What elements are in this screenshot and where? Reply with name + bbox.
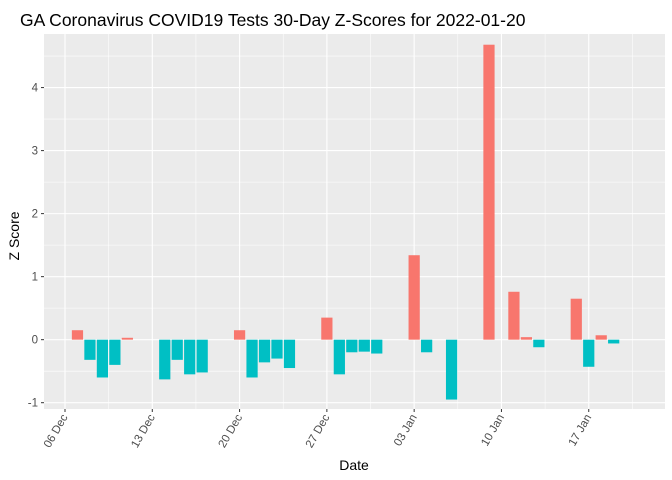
- bar: [121, 337, 133, 340]
- bar: [508, 291, 520, 340]
- x-tick-label: 03 Jan: [392, 413, 420, 449]
- y-tick-label: 2: [32, 209, 38, 221]
- bar: [358, 339, 370, 352]
- bar: [233, 330, 246, 340]
- bar: [283, 339, 296, 369]
- grid-minor: [44, 34, 665, 409]
- bars: [71, 44, 620, 400]
- plot-panel: [44, 34, 665, 409]
- bar: [71, 330, 84, 340]
- y-tick-label: 4: [32, 83, 39, 95]
- y-tick-label: 0: [32, 335, 38, 347]
- bar: [421, 339, 433, 353]
- bar: [184, 339, 196, 375]
- bar: [570, 298, 582, 340]
- y-axis: -1 0 1 2 3 4: [28, 83, 44, 410]
- y-tick-label: 1: [32, 272, 38, 284]
- bar: [196, 339, 208, 373]
- bar: [583, 339, 595, 367]
- bar: [246, 339, 258, 378]
- x-tick-label: 20 Dec: [217, 412, 246, 450]
- x-tick-label: 27 Dec: [304, 412, 333, 450]
- y-tick-label: -1: [28, 398, 38, 410]
- y-axis-title: Z Score: [6, 211, 22, 260]
- bar: [445, 339, 458, 400]
- y-tick-label: 3: [32, 146, 38, 158]
- bar: [159, 339, 171, 380]
- bar: [271, 339, 283, 359]
- bar: [109, 339, 121, 365]
- x-axis: 06 Dec 13 Dec 20 Dec 27 Dec 03 Jan 10 Jan 17 J…: [42, 409, 594, 450]
- bar: [608, 339, 620, 344]
- bar: [595, 335, 607, 340]
- bar: [258, 339, 271, 363]
- bar: [408, 255, 420, 340]
- x-tick-label: 13 Dec: [129, 412, 158, 450]
- x-tick-label: 17 Jan: [567, 413, 595, 449]
- x-tick-label: 06 Dec: [42, 412, 71, 450]
- bar: [96, 339, 109, 378]
- chart-title: GA Coronavirus COVID19 Tests 30-Day Z-Sc…: [20, 10, 526, 30]
- x-axis-title: Date: [339, 457, 369, 473]
- bar: [321, 317, 333, 340]
- bar: [171, 339, 183, 360]
- x-tick-label: 10 Jan: [479, 413, 507, 449]
- bar: [520, 337, 533, 340]
- grid-major: [44, 34, 665, 409]
- bar: [533, 339, 545, 348]
- bar: [333, 339, 345, 375]
- bar: [84, 339, 96, 360]
- bar: [483, 44, 495, 340]
- bar: [346, 339, 358, 353]
- bar: [371, 339, 383, 354]
